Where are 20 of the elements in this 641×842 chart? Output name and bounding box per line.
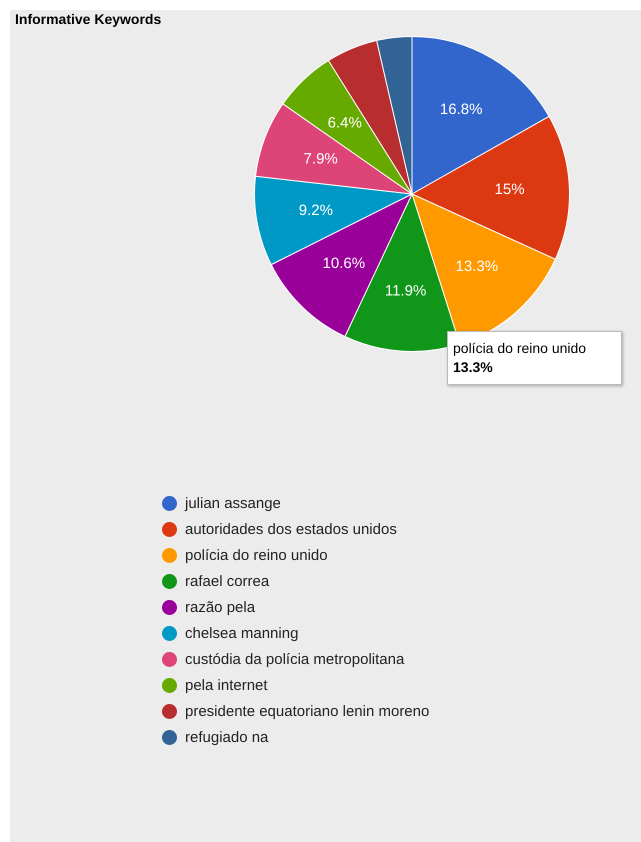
legend-label: pela internet [185, 676, 268, 694]
legend-label: razão pela [185, 598, 256, 616]
legend-label: chelsea manning [185, 624, 298, 642]
legend-label: autoridades dos estados unidos [185, 520, 397, 538]
data-label: 10.6% [322, 255, 366, 272]
text: polícia do reino unido 13.3% [453, 339, 588, 377]
data-label: 6.4% [328, 114, 362, 132]
data-label: 13.3% [456, 258, 498, 276]
data-label: 7.9% [304, 150, 338, 168]
data-label: 11.9% [384, 282, 426, 300]
legend-label: julian assange [185, 494, 281, 512]
legend-label: polícia do reino unido [185, 546, 328, 564]
legend-label: rafael correa [185, 572, 270, 590]
data-label: 15% [494, 180, 525, 198]
legend-label: refugiado na [185, 728, 268, 746]
legend-label: custódia da polícia metropolitana [185, 650, 404, 668]
legend-label: presidente equatoriano lenin moreno [185, 702, 430, 720]
data-label: 16.8% [440, 100, 482, 118]
chart-title: Informative Keywords [15, 11, 162, 27]
data-label: 9.2% [298, 202, 333, 220]
